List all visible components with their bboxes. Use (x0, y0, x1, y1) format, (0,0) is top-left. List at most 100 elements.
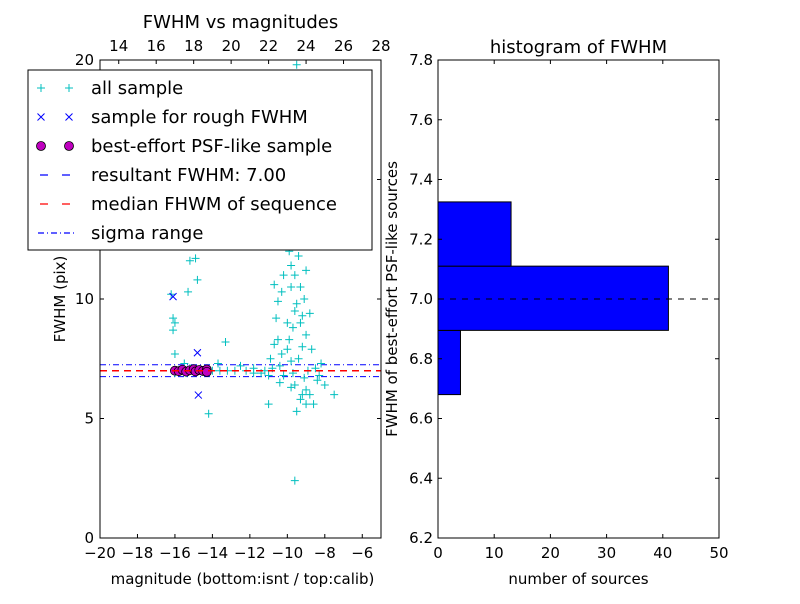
x-axis-label: number of sources (508, 570, 648, 588)
x-tick-label: 20 (541, 544, 560, 562)
all-sample-point (169, 314, 178, 323)
all-sample-point (290, 381, 299, 390)
all-sample-point (309, 400, 318, 409)
histogram-bar (437, 329, 461, 396)
legend-label: sample for rough FWHM (91, 107, 308, 128)
all-sample-point (270, 280, 279, 289)
all-sample-point (302, 385, 311, 394)
legend-label: resultant FWHM: 7.00 (91, 165, 286, 186)
all-sample-point (287, 283, 296, 292)
y-tick-label: 7.6 (409, 111, 433, 129)
all-sample-point (273, 335, 282, 344)
chart-title: histogram of FWHM (490, 37, 667, 58)
all-sample-point (315, 371, 324, 380)
plus-marker-icon (65, 84, 73, 92)
all-sample-point (305, 390, 314, 399)
all-sample-point (279, 371, 288, 380)
top-x-tick-label: 26 (334, 37, 353, 55)
legend-box (27, 69, 373, 251)
legend-entry: best-effort PSF-like sample (36, 136, 332, 157)
x-tick-label: 30 (597, 544, 616, 562)
rough-sample-point (169, 292, 177, 301)
y-tick-label: 6.2 (409, 529, 433, 547)
y-tick-label: 7.0 (409, 290, 433, 308)
y-tick-label: 10 (75, 290, 94, 308)
legend-entry: median FHWM of sequence (38, 194, 337, 215)
all-sample-point (292, 299, 301, 308)
legend-label: best-effort PSF-like sample (91, 136, 332, 157)
fwhm-histogram-plot: 0 10 20 30 40 50 6.2 6.4 6.6 6.8 7.0 7.2 7.4 7.6 7.8 hi… (383, 37, 729, 588)
fwhm-vs-magnitude-plot: −20 −18 −16 −14 −12 −10 −8 −6 14 16 18 20 22 24 26 28 0 5… (27, 12, 391, 588)
all-sample-point (272, 314, 281, 323)
legend-entry: resultant FWHM: 7.00 (38, 165, 286, 186)
top-x-tick-label: 20 (222, 37, 241, 55)
x-tick-label: 40 (653, 544, 672, 562)
x-marker-icon (37, 113, 45, 121)
y-tick-label: 0 (84, 529, 94, 547)
all-sample-point (313, 376, 322, 385)
all-sample-point (283, 318, 292, 327)
all-sample-point (264, 371, 273, 380)
x-tick-label: −20 (84, 544, 116, 562)
all-sample-point (249, 369, 258, 378)
plus-marker-icon (37, 84, 45, 92)
all-sample-point (204, 409, 213, 418)
all-sample-point (302, 330, 311, 339)
all-sample-point (294, 251, 303, 260)
top-x-tick-label: 22 (259, 37, 278, 55)
all-sample-point (264, 400, 273, 409)
x-tick-label: 50 (709, 544, 728, 562)
all-sample-point (300, 373, 309, 382)
rough-sample-point (194, 391, 203, 399)
rough-sample-point (193, 348, 202, 357)
psf-sample-point (201, 366, 212, 377)
legend-entry: all sample (37, 78, 183, 99)
top-x-tick-label: 28 (371, 37, 390, 55)
x-tick-label: −6 (351, 544, 373, 562)
all-sample-point (170, 318, 179, 327)
all-sample-point (236, 361, 245, 370)
x-tick-label: −14 (197, 544, 229, 562)
legend-entry: sigma range (38, 223, 203, 244)
legend-label: sigma range (91, 223, 203, 244)
x-tick-label: −10 (272, 544, 304, 562)
legend: all sample sample for rough FWHM best-effo… (27, 69, 373, 251)
all-sample-point (290, 476, 299, 485)
all-sample-point (330, 390, 339, 399)
y-axis-label: FWHM (pix) (51, 256, 69, 343)
all-sample-point (296, 283, 305, 292)
all-sample-point (193, 275, 202, 284)
y-axis-label: FWHM of best-effort PSF-like sources (383, 161, 401, 437)
x-tick-label: −16 (159, 544, 191, 562)
all-sample-point (221, 338, 230, 347)
legend-label: all sample (91, 78, 183, 99)
all-sample-point (288, 323, 297, 332)
all-sample-point (298, 342, 307, 351)
x-tick-label: −18 (122, 544, 154, 562)
x-axis-label: magnitude (bottom:isnt / top:calib) (111, 570, 375, 588)
all-sample-point (300, 295, 309, 303)
all-sample-point (191, 254, 200, 263)
all-sample-point (302, 400, 311, 409)
top-x-tick-label: 18 (184, 37, 203, 55)
all-sample-point (292, 60, 301, 69)
x-tick-label: −12 (234, 544, 266, 562)
all-sample-point (270, 340, 279, 349)
chart-title: FWHM vs magnitudes (143, 12, 338, 33)
all-sample-point (287, 261, 296, 270)
all-sample-point (298, 390, 307, 399)
all-sample-point (320, 381, 329, 390)
y-tick-label: 6.8 (409, 350, 433, 368)
all-sample-point (214, 359, 223, 368)
x-tick-label: −8 (314, 544, 336, 562)
all-sample-point (277, 349, 286, 358)
all-sample-point (185, 256, 194, 265)
x-tick-label: 10 (485, 544, 504, 562)
legend-entry: sample for rough FWHM (37, 107, 308, 128)
all-sample-point (266, 354, 275, 363)
histogram-bar (437, 201, 512, 267)
all-sample-point (184, 287, 193, 296)
all-sample-point (290, 271, 299, 280)
all-sample-point (302, 266, 311, 275)
